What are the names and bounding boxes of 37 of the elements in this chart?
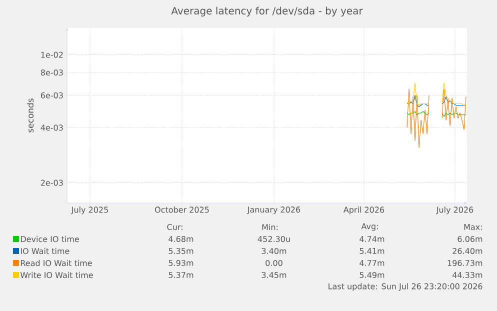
x-tick-label: April 2026 (343, 206, 384, 214)
text: Avg: (361, 223, 378, 231)
text: 26.40m (452, 248, 482, 254)
text: Last update: Sun Jul 26 23:20:00 2026 (328, 283, 482, 291)
x-tick-label: July 2026 (436, 206, 474, 214)
text: 5.41m (360, 248, 384, 254)
text: Max: (464, 224, 482, 230)
text: 4.74m (360, 236, 384, 242)
chart-title: Average latency for /dev/sda - by year (171, 6, 363, 16)
text: 0.00 (266, 260, 282, 266)
text: Cur: (167, 224, 182, 230)
text: 6.06m (458, 236, 482, 242)
text: 44.33m (452, 272, 482, 278)
legend-label: Write IO Wait time (20, 272, 93, 278)
text: 3.45m (262, 272, 286, 278)
text: 5.93m (168, 260, 194, 266)
y-tick-label: 1e-02 (41, 52, 63, 58)
y-axis-title: seconds (26, 98, 34, 132)
x-tick-label: January 2026 (246, 206, 300, 214)
text: 4.77m (360, 260, 384, 266)
legend-label: Device IO time (20, 236, 79, 242)
y-tick-label: 4e-03 (40, 124, 63, 131)
text: 5.37m (168, 272, 194, 278)
y-tick-label: 8e-03 (40, 69, 63, 76)
y-tick-label: 2e-03 (40, 180, 63, 186)
text: 5.49m (360, 272, 384, 278)
text: 5.35m (168, 248, 194, 254)
legend-label: IO Wait time (20, 248, 70, 254)
y-tick-label: 6e-03 (40, 92, 63, 98)
text: Min: (262, 224, 278, 230)
text: 3.40m (262, 248, 286, 254)
legend-label: Read IO Wait time (20, 260, 92, 266)
x-tick-label: October 2025 (155, 206, 209, 213)
text: 4.68m (168, 236, 194, 242)
text: 196.73m (448, 260, 482, 266)
text: 452.30u (258, 236, 290, 242)
x-tick-label: July 2025 (70, 206, 108, 214)
